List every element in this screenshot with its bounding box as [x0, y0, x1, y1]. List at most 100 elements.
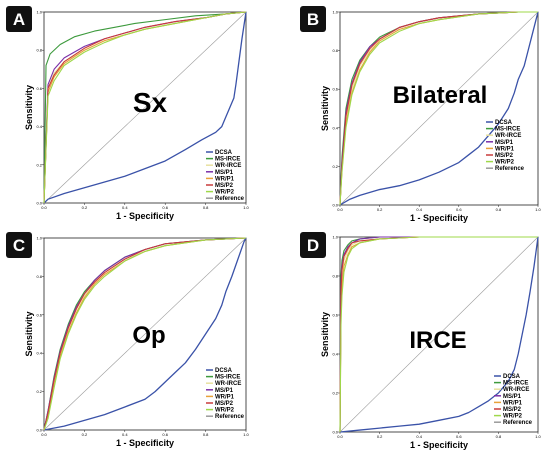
legend-label: MS/P2 — [215, 401, 234, 407]
panel-letter-background — [6, 232, 32, 258]
panel-label: Sx — [133, 87, 168, 118]
panel-letter-box: A — [6, 6, 32, 32]
x-tick-label: 0.2 — [377, 207, 383, 212]
legend-label: DCSA — [215, 368, 233, 374]
y-tick-label: 0.4 — [332, 352, 338, 357]
series-line-dcsa — [43, 237, 247, 431]
legend-label: WR/P2 — [215, 408, 235, 414]
legend-label: MS/P1 — [215, 170, 234, 176]
panel-a: A 0.00.0 0.2 0.2 0.4 0.4 0.6 0.6 0.8 0.8 1.0 1.0 1 -… — [6, 6, 250, 221]
y-tick-label: 0.6 — [332, 87, 338, 92]
legend-label: Reference — [215, 414, 245, 420]
series-line-reference — [43, 237, 247, 431]
x-axis-title: 1 - Specificity — [116, 211, 174, 221]
series-line-wr-p2 — [43, 237, 247, 431]
legend-label: WR/P2 — [503, 414, 523, 420]
panel-b: B 0.00.0 0.2 0.2 0.4 0.4 0.6 0.6 0.8 0.8 1.0 1.0 1 -… — [300, 6, 542, 223]
legend-label: MS-IRCE — [215, 375, 240, 381]
y-tick-label: 0.6 — [36, 312, 42, 317]
y-tick-label: 0.6 — [36, 86, 42, 91]
legend-label: MS-IRCE — [495, 127, 520, 133]
x-tick-label: 0.0 — [337, 434, 343, 439]
panel-letter: A — [13, 10, 25, 29]
plot-frame — [339, 11, 539, 206]
legend-label: WR-IRCE — [215, 381, 241, 387]
panel-letter-box: C — [6, 232, 32, 258]
x-tick-label: 0.0 — [337, 207, 343, 212]
x-tick-label: 0.4 — [122, 205, 128, 210]
y-tick-label: 1.0 — [36, 10, 42, 15]
y-tick-label: 0.0 — [36, 201, 42, 206]
legend: DCSAMS-IRCEWR-IRCEMS/P1WR/P1MS/P2WR/P2Re… — [494, 374, 533, 426]
panel-letter: B — [307, 10, 319, 29]
panel-letter: D — [307, 236, 319, 255]
plot-frame — [43, 237, 247, 431]
y-tick-label: 0.8 — [332, 48, 338, 53]
series-line-wr-p2 — [43, 11, 247, 204]
y-tick-label: 0.2 — [36, 162, 42, 167]
series-line-dcsa — [43, 11, 247, 204]
x-tick-label: 0.6 — [162, 205, 168, 210]
series-line-reference — [339, 236, 539, 433]
x-tick-label: 0.6 — [162, 432, 168, 437]
x-tick-label: 1.0 — [535, 434, 541, 439]
legend-label: MS-IRCE — [215, 157, 240, 163]
legend-label: WR/P2 — [495, 160, 515, 166]
panel-letter-box: B — [300, 6, 326, 32]
series-line-reference — [43, 11, 247, 204]
legend-label: MS/P1 — [495, 140, 514, 146]
legend-label: WR/P1 — [495, 146, 515, 152]
legend-label: DCSA — [503, 374, 521, 380]
x-tick-label: 0.4 — [122, 432, 128, 437]
legend-label: MS/P2 — [215, 183, 234, 189]
y-tick-label: 0.4 — [36, 124, 42, 129]
y-tick-label: 0.4 — [36, 351, 42, 356]
series-line-wr-p2 — [339, 236, 538, 433]
x-tick-label: 0.8 — [203, 432, 209, 437]
y-tick-label: 1.0 — [36, 236, 42, 241]
x-axis-title: 1 - Specificity — [410, 440, 468, 450]
y-axis-title: Sensitivity — [24, 85, 34, 130]
x-tick-label: 0.0 — [41, 432, 47, 437]
series-line-reference — [339, 11, 539, 206]
legend-label: WR-IRCE — [215, 163, 241, 169]
legend-label: WR/P1 — [503, 400, 523, 406]
x-tick-label: 0.2 — [82, 432, 88, 437]
panel-label: Op — [132, 322, 165, 349]
legend-label: WR/P1 — [215, 394, 235, 400]
series-line-ms-p2 — [43, 237, 247, 431]
x-tick-label: 0.6 — [456, 207, 462, 212]
legend-label: DCSA — [495, 120, 513, 126]
y-axis-title: Sensitivity — [320, 86, 330, 131]
y-axis-title: Sensitivity — [24, 311, 34, 356]
panel-letter-background — [6, 6, 32, 32]
y-tick-label: 0.8 — [36, 48, 42, 53]
panel-letter-background — [300, 232, 326, 258]
legend: DCSAMS-IRCEWR-IRCEMS/P1WR/P1MS/P2WR/P2Re… — [206, 368, 245, 420]
legend-label: Reference — [495, 166, 525, 172]
y-axis-title: Sensitivity — [320, 312, 330, 357]
panel-label: Bilateral — [393, 82, 488, 109]
x-axis-title: 1 - Specificity — [410, 213, 468, 223]
y-tick-label: 0.0 — [36, 428, 42, 433]
y-tick-label: 1.0 — [332, 10, 338, 15]
y-tick-label: 0.4 — [332, 125, 338, 130]
x-tick-label: 0.8 — [496, 207, 502, 212]
x-tick-label: 0.4 — [416, 434, 422, 439]
panel-d: D 0.00.0 0.2 0.2 0.4 0.4 0.6 0.6 0.8 0.8 1.0 1.0 1 -… — [300, 232, 542, 450]
plot-frame — [43, 11, 247, 204]
y-tick-label: 0.8 — [332, 274, 338, 279]
legend-label: Reference — [215, 196, 245, 202]
series-line-dcsa — [339, 236, 539, 433]
legend-label: WR-IRCE — [495, 133, 521, 139]
legend-label: MS/P1 — [503, 394, 522, 400]
x-tick-label: 0.2 — [82, 205, 88, 210]
legend-label: Reference — [503, 420, 533, 426]
y-tick-label: 0.0 — [332, 203, 338, 208]
legend-label: MS/P2 — [503, 407, 522, 413]
x-tick-label: 0.8 — [496, 434, 502, 439]
panel-letter: C — [13, 236, 25, 255]
legend-label: WR-IRCE — [503, 387, 529, 393]
y-tick-label: 0.2 — [36, 389, 42, 394]
